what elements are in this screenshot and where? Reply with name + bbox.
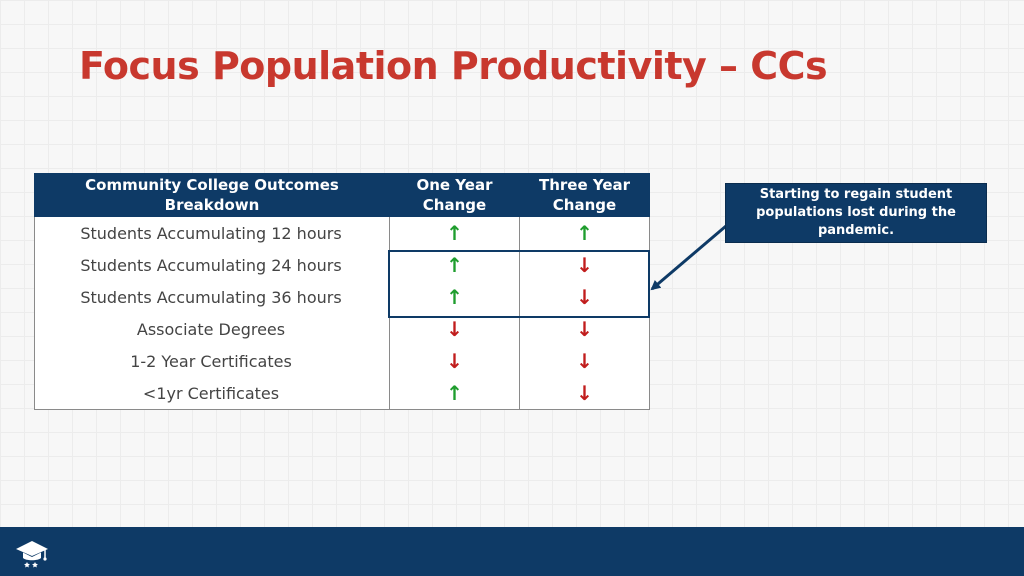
arrow-down-icon: ↓: [576, 284, 593, 309]
table-row: Associate Degrees ↓ ↓: [34, 313, 650, 345]
three-year-cell: ↓: [519, 249, 650, 281]
arrow-up-icon: ↑: [446, 252, 463, 277]
arrow-down-icon: ↓: [576, 316, 593, 341]
one-year-cell: ↑: [389, 377, 520, 410]
callout-box: Starting to regain student populations l…: [725, 183, 987, 243]
row-label: 1-2 Year Certificates: [34, 345, 390, 377]
table-row: <1yr Certificates ↑ ↓: [34, 377, 650, 410]
graduation-cap-logo-icon: [16, 541, 48, 568]
header-outcome: Community College Outcomes Breakdown: [34, 173, 390, 217]
table-row: 1-2 Year Certificates ↓ ↓: [34, 345, 650, 377]
row-label: Students Accumulating 36 hours: [34, 281, 390, 313]
one-year-cell: ↑: [389, 216, 520, 249]
highlight-box: [388, 250, 650, 318]
row-label: Associate Degrees: [34, 313, 390, 345]
header-three-year: Three Year Change: [519, 173, 650, 217]
table-row: Students Accumulating 24 hours ↑ ↓: [34, 249, 650, 281]
three-year-cell: ↓: [519, 313, 650, 345]
one-year-cell: ↓: [389, 313, 520, 345]
arrow-up-icon: ↑: [576, 220, 593, 245]
arrow-down-icon: ↓: [576, 348, 593, 373]
footer-bar: [0, 527, 1024, 576]
one-year-cell: ↓: [389, 345, 520, 377]
one-year-cell: ↑: [389, 281, 520, 313]
three-year-cell: ↓: [519, 377, 650, 410]
row-label: Students Accumulating 24 hours: [34, 249, 390, 281]
arrow-up-icon: ↑: [446, 284, 463, 309]
three-year-cell: ↓: [519, 281, 650, 313]
arrow-up-icon: ↑: [446, 220, 463, 245]
arrow-up-icon: ↑: [446, 380, 463, 405]
three-year-cell: ↓: [519, 345, 650, 377]
header-one-year: One Year Change: [389, 173, 520, 217]
row-label: Students Accumulating 12 hours: [34, 216, 390, 249]
arrow-down-icon: ↓: [446, 348, 463, 373]
arrow-down-icon: ↓: [446, 316, 463, 341]
three-year-cell: ↑: [519, 216, 650, 249]
arrow-down-icon: ↓: [576, 252, 593, 277]
row-label: <1yr Certificates: [34, 377, 390, 410]
one-year-cell: ↑: [389, 249, 520, 281]
outcomes-table: Community College Outcomes Breakdown One…: [34, 173, 650, 410]
table-header-row: Community College Outcomes Breakdown One…: [34, 173, 650, 217]
table-row: Students Accumulating 12 hours ↑ ↑: [34, 216, 650, 249]
arrow-down-icon: ↓: [576, 380, 593, 405]
table-row: Students Accumulating 36 hours ↑ ↓: [34, 281, 650, 313]
page-title: Focus Population Productivity – CCs: [79, 44, 828, 88]
